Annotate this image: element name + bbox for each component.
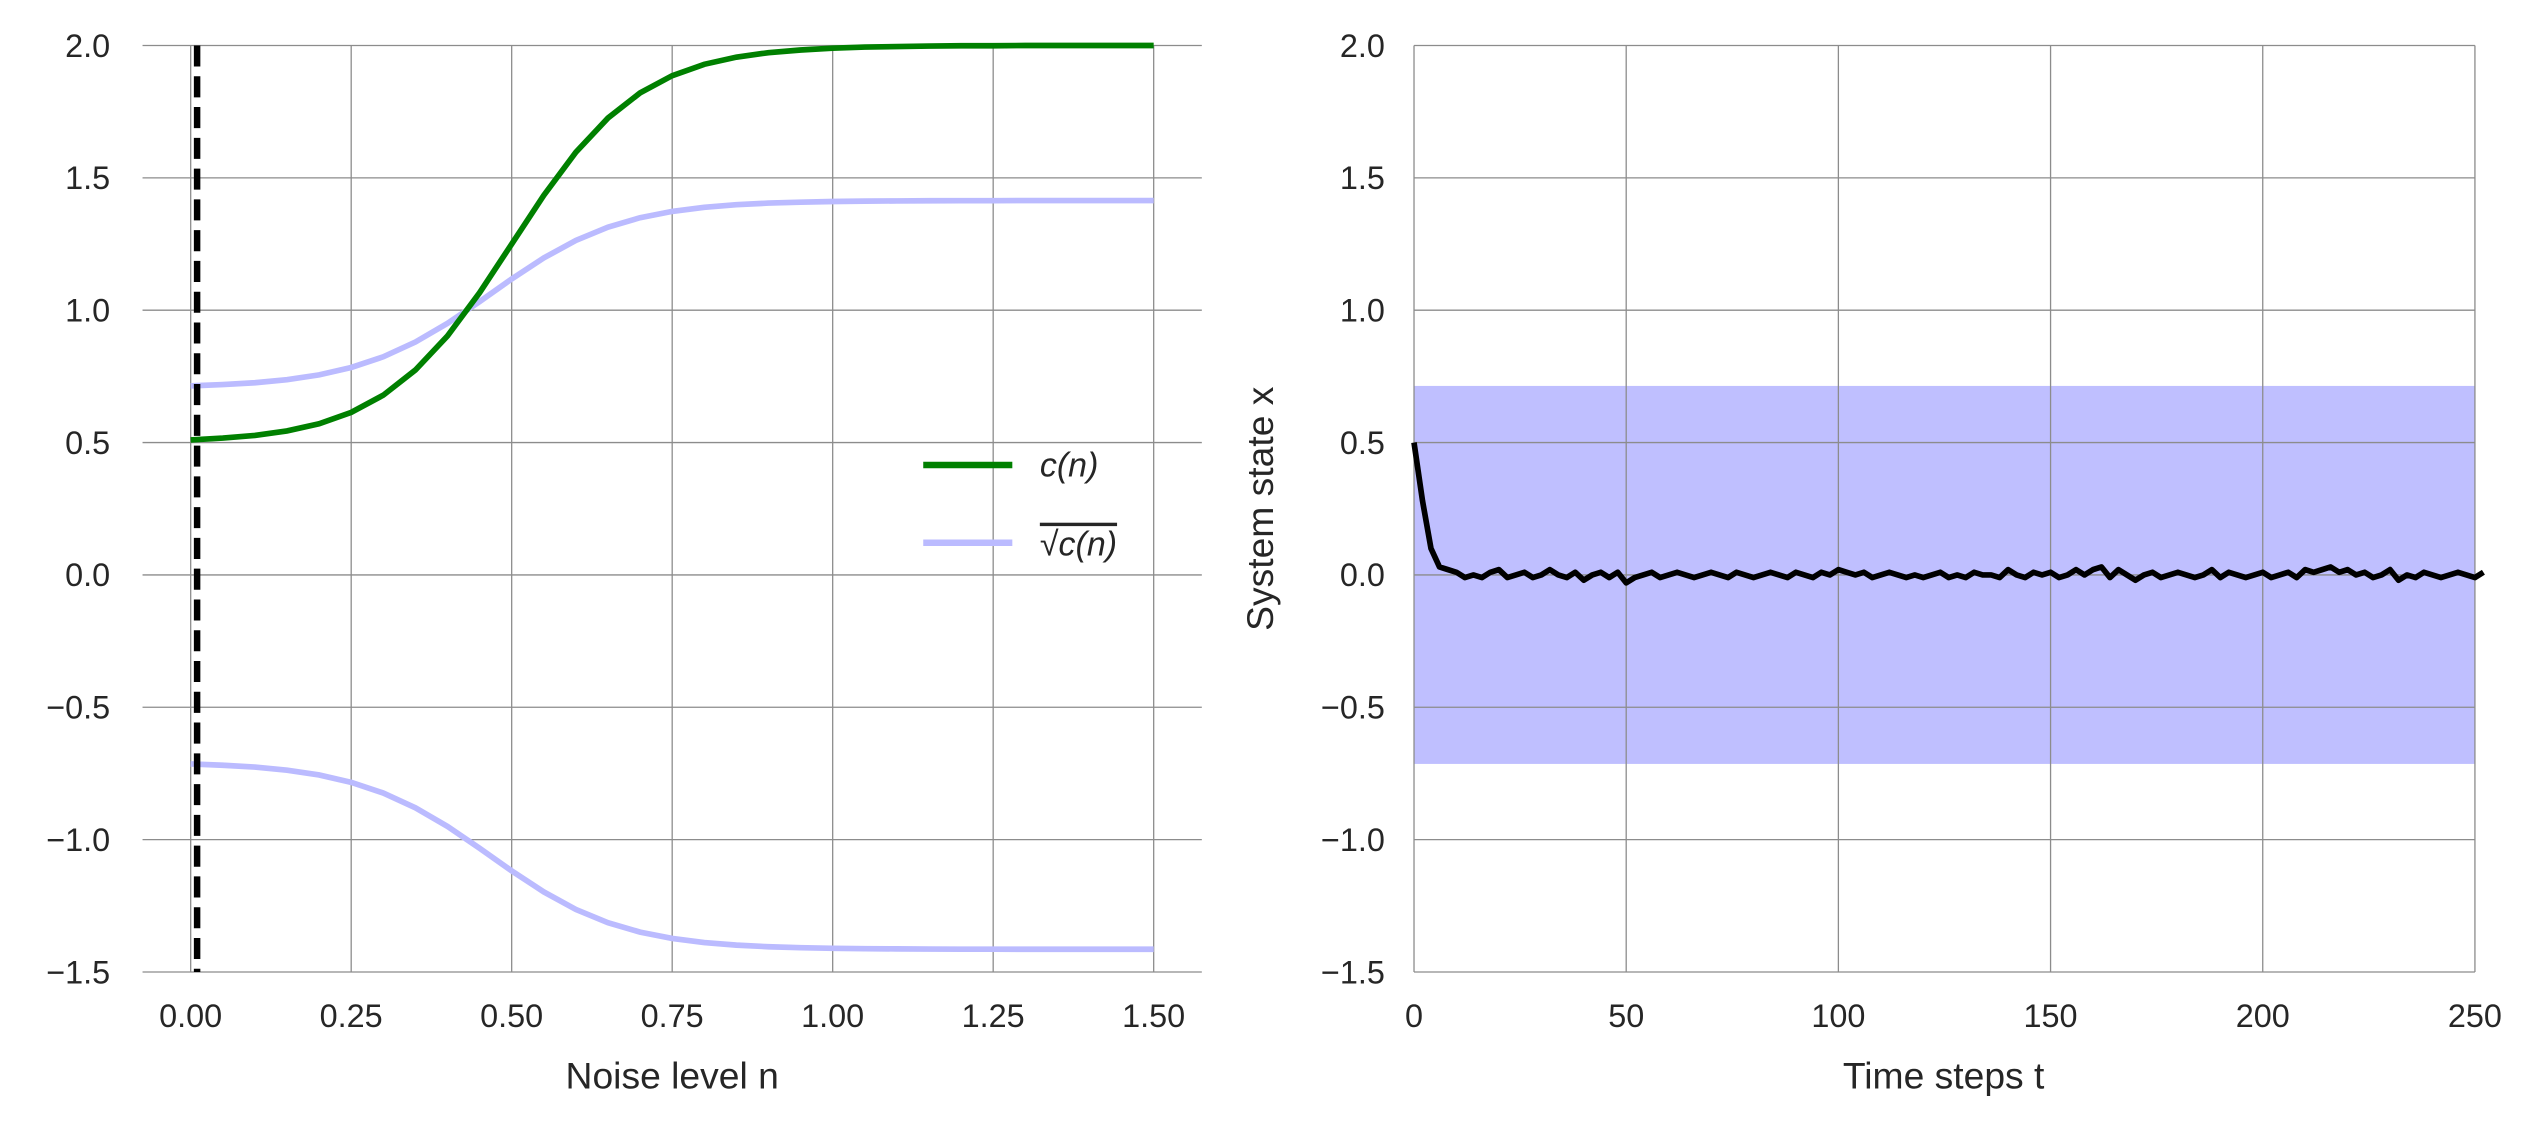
y-tick-label: −0.5 <box>1321 690 1385 726</box>
legend-label-c: c(n) <box>1040 446 1099 484</box>
system-state-chart: 2.0 1.5 1.0 0.5 0.0 −0.5 −1.0 −1.5 0 50 100 150 200 2… <box>1321 28 2502 1034</box>
y-tick-label: 0.0 <box>1340 557 1385 593</box>
x-tick-label: 150 <box>2024 998 2078 1034</box>
x-tick-label: 1.25 <box>962 998 1025 1034</box>
y-tick-label: 2.0 <box>1340 28 1385 64</box>
y-tick-label: 1.5 <box>65 160 110 196</box>
noise-level-chart: 2.0 1.5 1.0 0.5 0.0 −0.5 −1.0 −1.5 0.00 0.25 0.50 0… <box>46 28 1202 1034</box>
sqrt-c-lower-line <box>190 761 1154 953</box>
y-tick-label: 2.0 <box>65 28 110 64</box>
x-axis-label-right: Time steps t <box>1843 1055 2045 1097</box>
y-tick-label: 0.5 <box>65 425 110 461</box>
x-tick-label: 0.50 <box>480 998 543 1034</box>
legend: c(n) √c(n) <box>923 446 1117 564</box>
system-state-line <box>1411 442 2485 586</box>
x-tick-label: 1.00 <box>801 998 864 1034</box>
y-tick-label: 1.0 <box>1340 293 1385 329</box>
x-tick-label: 0.75 <box>641 998 704 1034</box>
y-tick-label: 1.5 <box>1340 160 1385 196</box>
x-tick-label: 1.50 <box>1122 998 1185 1034</box>
x-tick-label: 200 <box>2236 998 2290 1034</box>
y-tick-label: −0.5 <box>46 690 110 726</box>
y-tick-label: 0.5 <box>1340 425 1385 461</box>
x-tick-label: 250 <box>2448 998 2502 1034</box>
y-tick-label: 1.0 <box>65 293 110 329</box>
x-tick-label: 50 <box>1608 998 1644 1034</box>
y-tick-label: −1.0 <box>46 822 110 858</box>
x-tick-label: 0.25 <box>320 998 383 1034</box>
y-tick-label: −1.5 <box>1321 954 1385 990</box>
x-tick-label: 0 <box>1405 998 1423 1034</box>
x-axis-label-left: Noise level n <box>566 1055 779 1097</box>
y-axis-label-right: System state x <box>1239 386 1281 631</box>
c-n-line <box>190 42 1154 443</box>
y-tick-label: 0.0 <box>65 557 110 593</box>
x-tick-label: 0.00 <box>159 998 222 1034</box>
y-tick-label: −1.0 <box>1321 822 1385 858</box>
y-tick-label: −1.5 <box>46 954 110 990</box>
sqrt-c-upper-line <box>190 197 1154 389</box>
legend-label-sqrt-c: √c(n) <box>1040 526 1117 564</box>
x-tick-label: 100 <box>1811 998 1865 1034</box>
